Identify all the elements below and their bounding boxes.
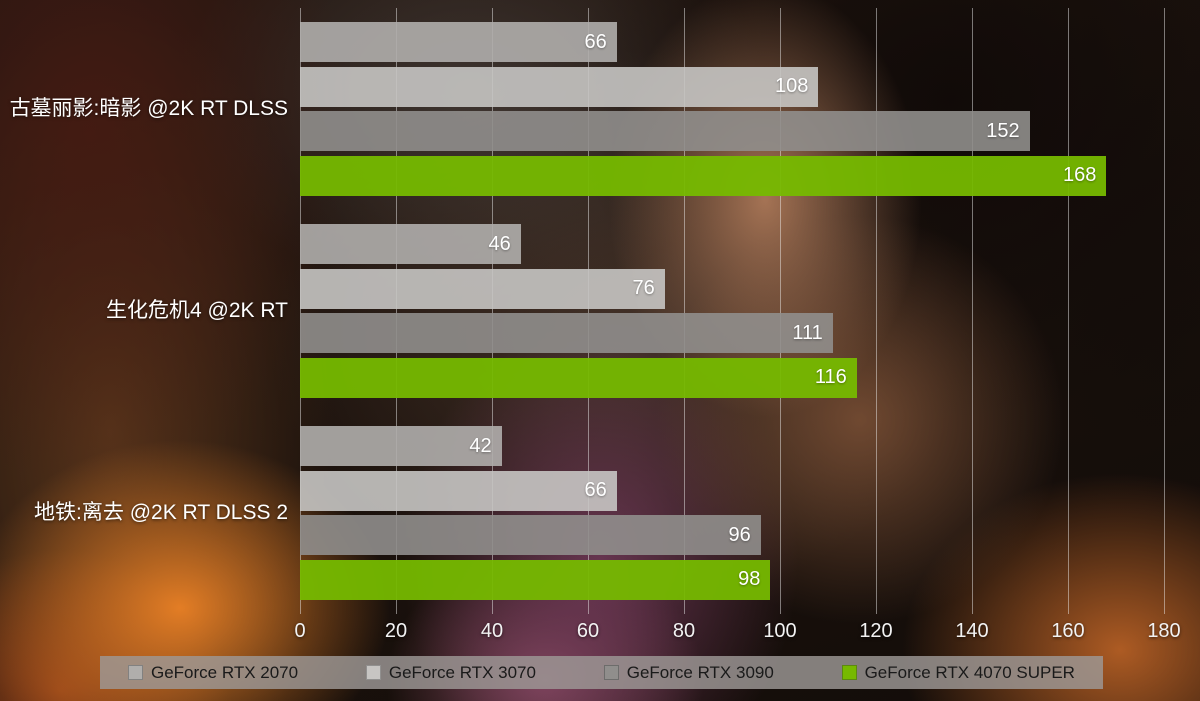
bar-value-label: 98: [738, 568, 761, 591]
legend-label: GeForce RTX 3090: [626, 662, 774, 682]
bar-geforce-rtx-2070-2: 42: [300, 426, 502, 467]
legend-swatch-icon: [841, 665, 857, 680]
plot-area: 66 108 152 168 46 76 111 116 42 66 96 98: [300, 8, 1165, 614]
bar-geforce-rtx-4070-super-2: 98: [300, 559, 771, 600]
x-tick-label-160: 160: [1051, 620, 1085, 642]
legend-swatch-icon: [603, 665, 619, 680]
bar-geforce-rtx-3090-1: 111: [300, 313, 833, 354]
legend-swatch-icon: [128, 665, 143, 680]
legend-label: GeForce RTX 3070: [388, 662, 536, 682]
legend-item-geforce-rtx-4070-super: GeForce RTX 4070 SUPER: [841, 662, 1075, 683]
x-tick-label-20: 20: [384, 620, 408, 642]
x-tick-label-120: 120: [859, 620, 893, 642]
bar-geforce-rtx-3070-2: 66: [300, 470, 617, 511]
gridline-x-100: [780, 8, 781, 614]
bar-value-label: 76: [632, 277, 655, 300]
bar-geforce-rtx-2070-1: 46: [300, 224, 521, 265]
bar-geforce-rtx-3070-0: 108: [300, 66, 819, 107]
gridline-x-60: [588, 8, 589, 614]
gridline-x-180: [1164, 8, 1165, 614]
gridline-x-120: [876, 8, 877, 614]
bar-geforce-rtx-4070-super-0: 168: [300, 155, 1107, 196]
bar-geforce-rtx-3090-2: 96: [300, 515, 761, 556]
x-tick-label-140: 140: [955, 620, 989, 642]
legend-item-geforce-rtx-2070: GeForce RTX 2070: [128, 663, 298, 683]
bar-value-label: 168: [1063, 164, 1097, 187]
gridline-x-0: [300, 8, 301, 614]
bar-geforce-rtx-4070-super-1: 116: [300, 357, 857, 398]
bar-value-label: 108: [775, 75, 809, 98]
gridline-x-140: [972, 8, 973, 614]
x-tick-label-60: 60: [576, 620, 600, 642]
legend-item-geforce-rtx-3090: GeForce RTX 3090: [603, 662, 774, 683]
x-tick-label-40: 40: [480, 620, 504, 642]
bar-value-label: 111: [792, 321, 823, 344]
legend-label: GeForce RTX 4070 SUPER: [864, 662, 1075, 682]
category-label-2: 地铁:离去 @2K RT DLSS 2: [34, 501, 288, 524]
bar-value-label: 46: [488, 232, 511, 255]
gridline-x-40: [492, 8, 493, 614]
bar-geforce-rtx-2070-0: 66: [300, 22, 617, 63]
bar-value-label: 116: [814, 366, 847, 389]
x-tick-label-80: 80: [672, 620, 696, 642]
legend-label: GeForce RTX 2070: [151, 662, 299, 682]
bar-value-label: 66: [584, 479, 607, 502]
gridline-x-80: [684, 8, 685, 614]
bar-value-label: 152: [986, 119, 1020, 142]
x-tick-label-180: 180: [1147, 620, 1181, 642]
bar-value-label: 96: [728, 523, 751, 546]
legend: GeForce RTX 2070 GeForce RTX 3070 GeForce …: [100, 656, 1103, 689]
bar-geforce-rtx-3090-0: 152: [300, 111, 1030, 152]
legend-swatch-icon: [365, 665, 381, 680]
gridline-x-20: [396, 8, 397, 614]
legend-item-geforce-rtx-3070: GeForce RTX 3070: [365, 662, 536, 683]
gridline-x-160: [1068, 8, 1069, 614]
x-tick-label-0: 0: [294, 620, 306, 642]
bar-value-label: 42: [469, 434, 492, 457]
category-label-0: 古墓丽影:暗影 @2K RT DLSS: [9, 97, 288, 120]
bar-value-label: 66: [584, 30, 607, 53]
x-tick-label-100: 100: [763, 620, 797, 642]
category-label-1: 生化危机4 @2K RT: [106, 299, 288, 322]
bar-geforce-rtx-3070-1: 76: [300, 268, 665, 309]
